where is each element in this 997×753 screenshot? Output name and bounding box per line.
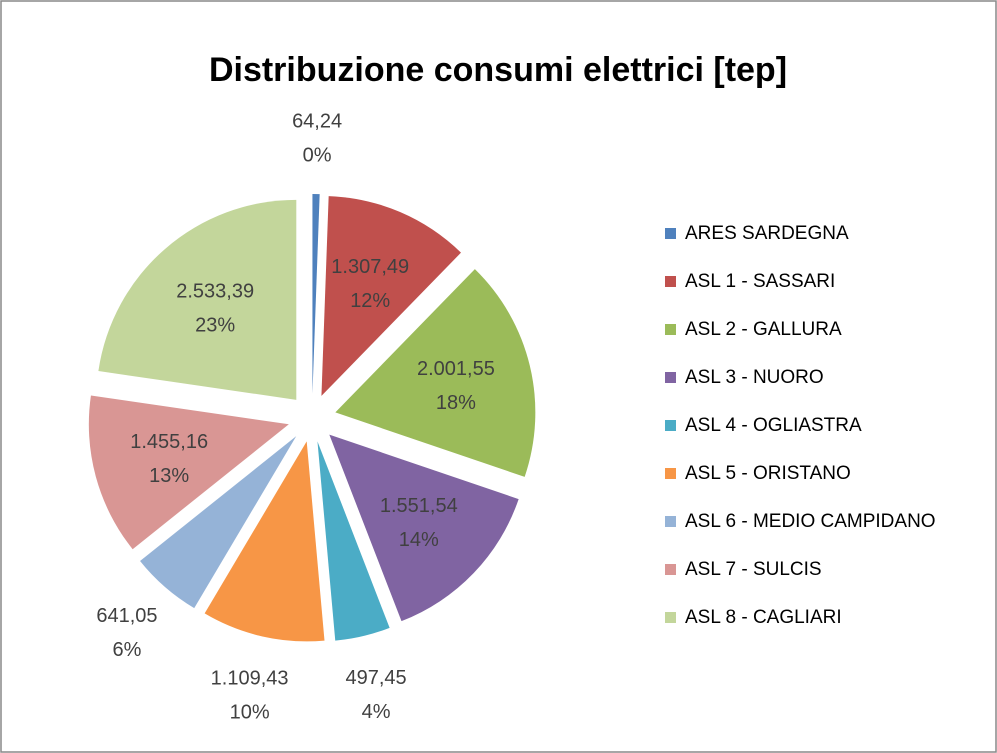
percent-label: 18% — [436, 392, 476, 414]
pie-slice — [321, 196, 461, 396]
legend-swatch — [665, 420, 676, 431]
percent-label: 13% — [149, 465, 189, 487]
chart-title: Distribuzione consumi elettrici [tep] — [209, 51, 787, 89]
percent-label: 10% — [230, 701, 270, 723]
legend-swatch — [665, 372, 676, 383]
pie-slice — [312, 194, 320, 395]
legend-label: ASL 4 - OGLIASTRA — [685, 415, 862, 436]
legend-swatch — [665, 228, 676, 239]
percent-label: 0% — [303, 144, 332, 166]
pie-slice — [88, 395, 289, 550]
legend-swatch — [665, 468, 676, 479]
data-label: 1.455,16 — [130, 431, 208, 453]
legend-label: ASL 5 - ORISTANO — [685, 463, 851, 484]
data-label: 2.001,55 — [417, 358, 495, 380]
legend-swatch — [665, 612, 676, 623]
legend-swatch — [665, 516, 676, 527]
data-label: 1.551,54 — [380, 495, 458, 517]
pie-slice — [98, 199, 297, 400]
legend-label: ASL 3 - NUORO — [685, 367, 824, 388]
legend-label: ASL 7 - SULCIS — [685, 559, 822, 580]
pie-slice — [329, 434, 519, 622]
legend-label: ASL 1 - SASSARI — [685, 271, 835, 292]
legend-swatch — [665, 276, 676, 287]
percent-label: 6% — [112, 639, 141, 661]
legend-swatch — [665, 324, 676, 335]
pie-slice — [204, 441, 325, 642]
pie-slice — [317, 441, 390, 641]
data-label: 64,24 — [292, 110, 342, 132]
percent-label: 23% — [195, 314, 235, 336]
data-label: 2.533,39 — [176, 280, 254, 302]
legend-label: ASL 6 - MEDIO CAMPIDANO — [685, 511, 936, 532]
legend-label: ASL 2 - GALLURA — [685, 319, 842, 340]
percent-label: 4% — [362, 701, 391, 723]
pie-slice — [335, 269, 536, 477]
data-label: 641,05 — [96, 605, 157, 627]
legend-label: ASL 8 - CAGLIARI — [685, 607, 842, 628]
percent-label: 12% — [350, 290, 390, 312]
legend-swatch — [665, 564, 676, 575]
data-label: 497,45 — [345, 667, 406, 689]
data-label: 1.109,43 — [211, 667, 289, 689]
pie-slice — [140, 436, 297, 609]
legend-label: ARES SARDEGNA — [685, 223, 849, 244]
data-label: 1.307,49 — [331, 256, 409, 278]
percent-label: 14% — [399, 529, 439, 551]
